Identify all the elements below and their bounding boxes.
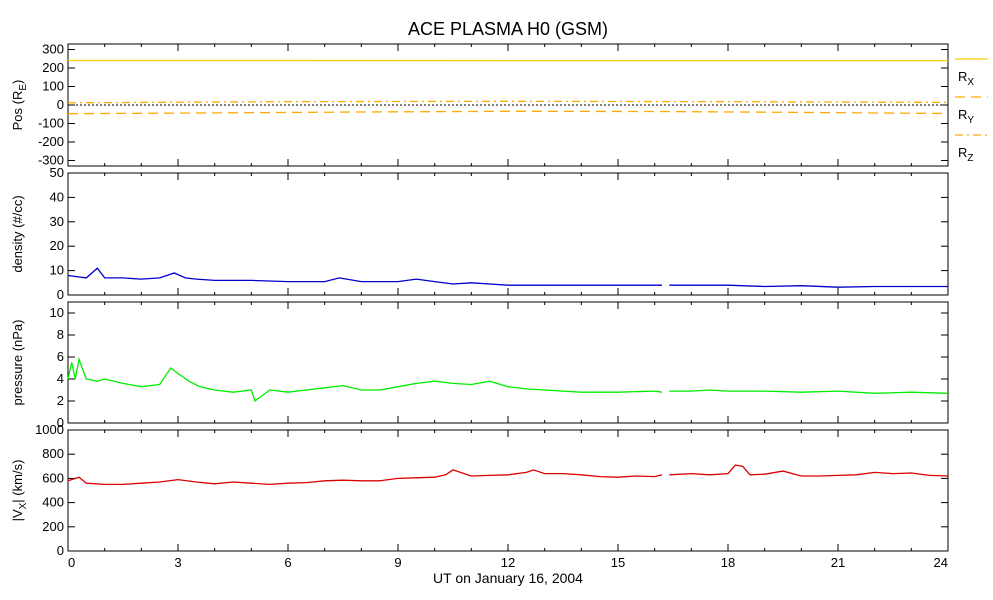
x-tick-label: 0 xyxy=(68,555,75,570)
x-tick-label: 18 xyxy=(721,555,735,570)
y-tick-label: 600 xyxy=(42,470,64,485)
panel-0: -300 -200 -100 0 100 200 300 Pos (RE) RX RY RZ xyxy=(10,42,988,167)
y-tick-label: 200 xyxy=(42,519,64,534)
legend-label: RX xyxy=(958,69,974,88)
y-tick-label: -200 xyxy=(38,134,64,149)
y-tick-label: 50 xyxy=(50,165,64,180)
y-axis-label: pressure (nPa) xyxy=(10,320,25,406)
legend-label: RZ xyxy=(958,145,974,164)
y-tick-label: 0 xyxy=(57,415,64,430)
y-axis-label: Pos (RE) xyxy=(10,80,29,131)
y-tick-label: 40 xyxy=(50,189,64,204)
x-tick-label: 21 xyxy=(831,555,845,570)
y-tick-label: 0 xyxy=(57,543,64,558)
x-tick-label: 15 xyxy=(611,555,625,570)
panel-frame xyxy=(67,429,949,552)
legend-label: RY xyxy=(958,107,974,126)
y-tick-label: -100 xyxy=(38,115,64,130)
y-tick-label: -300 xyxy=(38,152,64,167)
y-tick-label: 0 xyxy=(57,287,64,302)
y-tick-label: 100 xyxy=(42,79,64,94)
x-tick-label: 3 xyxy=(174,555,181,570)
y-tick-label: 300 xyxy=(42,42,64,57)
y-tick-label: 4 xyxy=(57,371,64,386)
x-tick-label: 12 xyxy=(501,555,515,570)
series-line xyxy=(669,464,949,477)
y-tick-label: 8 xyxy=(57,327,64,342)
y-tick-label: 2 xyxy=(57,393,64,408)
panel-frame xyxy=(67,172,949,296)
series-line xyxy=(67,100,949,104)
y-tick-label: 20 xyxy=(50,238,64,253)
x-tick-label: 6 xyxy=(284,555,291,570)
y-tick-label: 10 xyxy=(50,305,64,320)
series-line xyxy=(67,469,663,486)
series-line xyxy=(669,284,948,288)
series-line xyxy=(67,267,662,286)
y-tick-label: 6 xyxy=(57,349,64,364)
series-line xyxy=(669,389,949,394)
panel-3: 0 200 400 600 800 1000 0 3 6 9 12 15 18 21 24 |VX| (km/… xyxy=(10,422,949,570)
y-tick-label: 30 xyxy=(50,214,64,229)
series-line xyxy=(67,356,663,403)
chart-title: ACE PLASMA H0 (GSM) xyxy=(407,19,609,39)
y-axis-label: |VX| (km/s) xyxy=(10,460,29,522)
y-axis-label: density (#/cc) xyxy=(10,195,25,272)
x-tick-label: 24 xyxy=(934,555,948,570)
y-tick-label: 200 xyxy=(42,60,64,75)
y-tick-label: 10 xyxy=(50,263,64,278)
x-tick-label: 9 xyxy=(394,555,401,570)
y-tick-label: 0 xyxy=(57,97,64,112)
panel-frame xyxy=(67,301,949,424)
panel-1: 0 10 20 30 40 50 density (#/cc) xyxy=(10,165,949,302)
y-tick-label: 1000 xyxy=(35,422,64,437)
series-line xyxy=(67,110,949,115)
panel-2: 0 2 4 6 8 10 pressure (nPa) xyxy=(10,301,949,430)
x-axis-title: UT on January 16, 2004 xyxy=(433,570,583,586)
y-tick-label: 800 xyxy=(42,446,64,461)
y-tick-label: 400 xyxy=(42,495,64,510)
